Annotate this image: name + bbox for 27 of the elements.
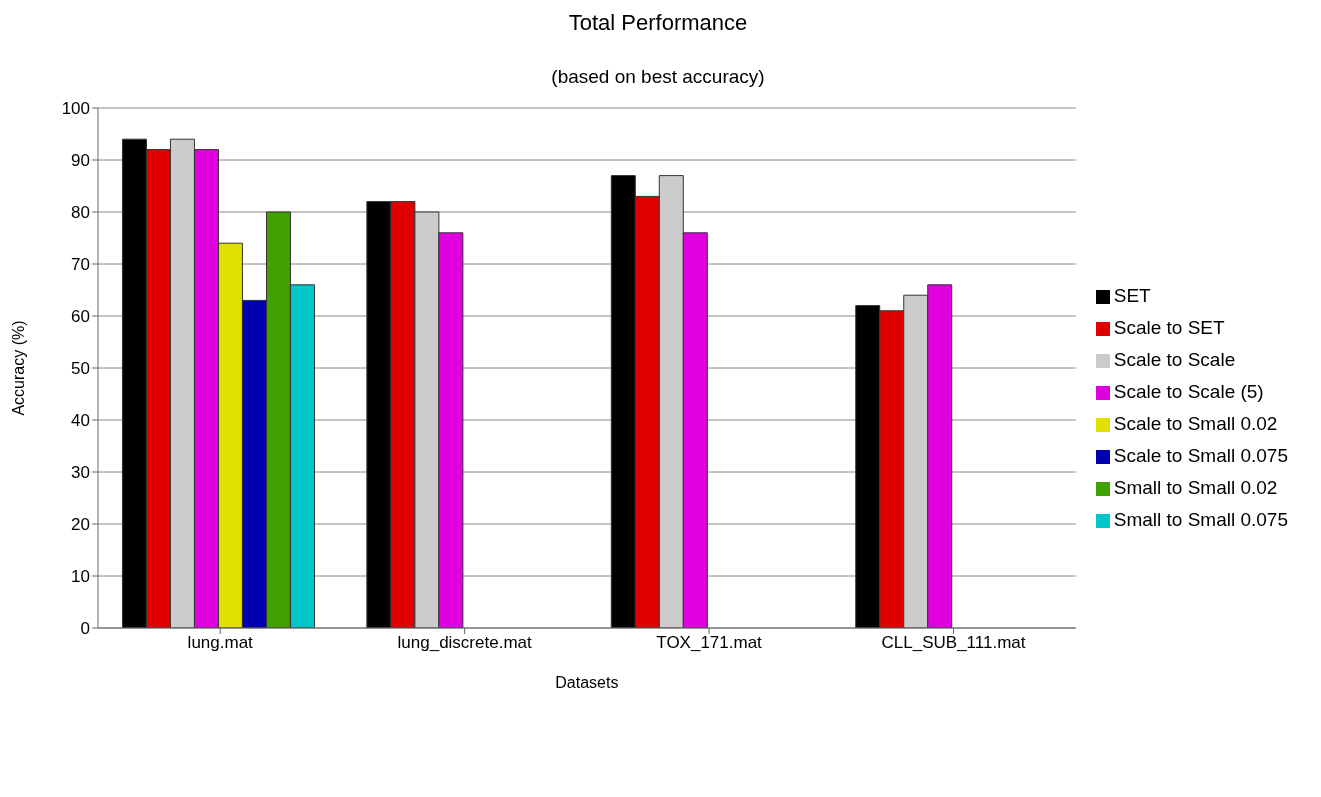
x-tick-label: CLL_SUB_111.mat <box>881 633 1026 653</box>
x-axis-title: Datasets <box>555 674 619 691</box>
y-tick-label: 50 <box>71 359 90 379</box>
y-tick-label: 90 <box>71 151 90 171</box>
y-tick-label: 20 <box>71 515 90 535</box>
y-axis-title: Accuracy (%) <box>9 320 27 416</box>
legend-label: Scale to SET <box>1113 317 1225 338</box>
legend-label: SET <box>1113 285 1151 306</box>
y-tick-label: 80 <box>71 203 90 223</box>
chart-subtitle: (based on best accuracy) <box>550 66 766 88</box>
x-tick-label: lung.mat <box>187 633 254 653</box>
x-tick-label: lung_discrete.mat <box>397 633 533 653</box>
legend-label: Scale to Small 0.075 <box>1113 445 1288 466</box>
legend-label: Small to Small 0.02 <box>1113 477 1278 498</box>
y-tick-label: 30 <box>71 463 90 483</box>
y-tick-label: 10 <box>71 567 90 587</box>
y-tick-label: 70 <box>71 255 90 275</box>
legend-label: Scale to Scale <box>1113 349 1236 370</box>
legend-label: Scale to Scale (5) <box>1113 381 1264 402</box>
legend-label: Small to Small 0.075 <box>1113 509 1288 530</box>
y-tick-label: 0 <box>80 619 90 639</box>
y-tick-label: 100 <box>61 99 90 119</box>
y-tick-label: 40 <box>71 411 90 431</box>
legend-label: Scale to Small 0.02 <box>1113 413 1278 434</box>
y-tick-label: 60 <box>71 307 90 327</box>
chart-title: Total Performance <box>567 10 749 36</box>
x-tick-label: TOX_171.mat <box>656 633 763 653</box>
